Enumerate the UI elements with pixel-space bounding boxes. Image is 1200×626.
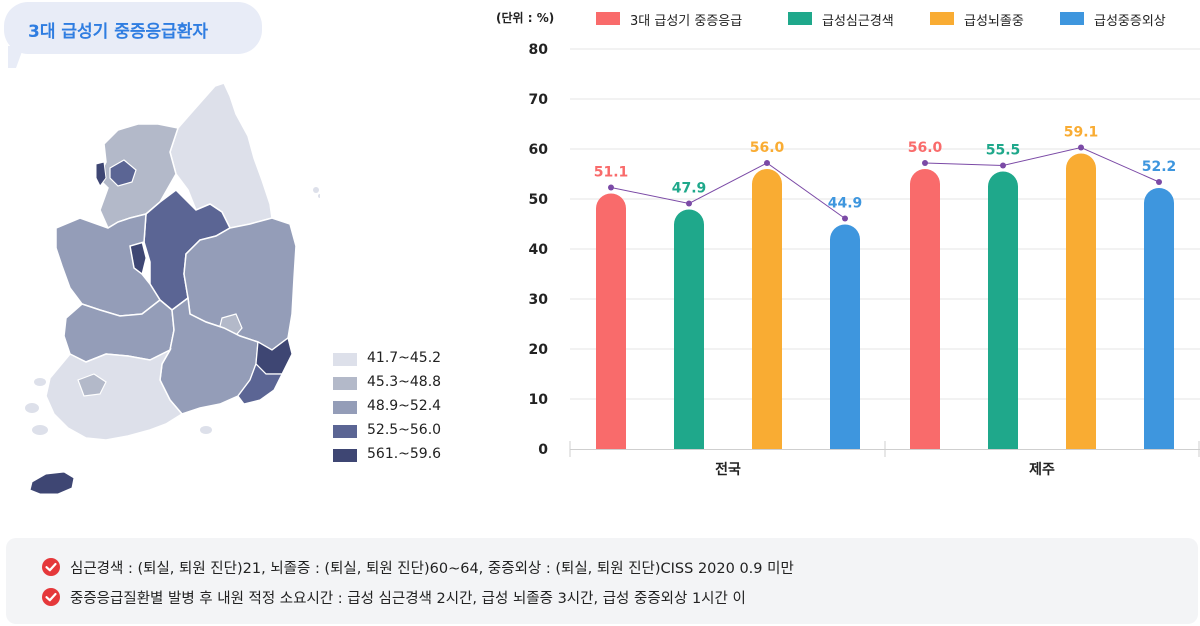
map-legend-swatch: [333, 449, 357, 462]
korea-map: [10, 78, 322, 508]
map-legend-swatch: [333, 425, 357, 438]
map-legend-label: 48.9~52.4: [367, 398, 442, 414]
check-icon: [42, 558, 60, 576]
connector-point: [764, 160, 770, 166]
bar: [988, 171, 1018, 450]
bar: [1144, 188, 1174, 449]
connector-point: [922, 160, 928, 166]
bar: [1066, 153, 1096, 449]
map-region-incheon: [95, 161, 107, 187]
chart-legend-swatch: [596, 12, 620, 25]
connector-point: [1000, 162, 1006, 169]
map-region-seoul: [109, 159, 137, 187]
map-legend-item: 561.~59.6: [333, 446, 473, 467]
connector-point: [686, 200, 692, 207]
connector-point: [842, 215, 848, 222]
bar: [752, 169, 782, 449]
map-island: [34, 378, 46, 386]
connector-point: [1156, 179, 1162, 185]
y-tick-label: 80: [529, 42, 549, 58]
x-tick-label: 제주: [1029, 462, 1055, 478]
note-text: 심근경색 : (퇴실, 퇴원 진단)21, 뇌졸증 : (퇴실, 퇴원 진단)6…: [70, 561, 794, 577]
bar: [830, 224, 860, 449]
map-region-jeju: [29, 471, 75, 495]
value-label: 59.1: [1064, 125, 1099, 141]
y-tick-label: 0: [538, 442, 548, 458]
map-legend-item: 48.9~52.4: [333, 398, 473, 419]
chart-legend-label: 급성중증외상: [1094, 14, 1166, 29]
value-label: 56.0: [750, 140, 785, 156]
chart-legend: 3대 급성기 중증응급 급성심근경색 급성뇌졸중 급성중증외상: [596, 9, 1190, 31]
map-legend: 41.7~45.2 45.3~48.8 48.9~52.4 52.5~56.0 …: [333, 350, 473, 470]
y-tick-label: 70: [529, 92, 549, 108]
y-tick-label: 20: [529, 342, 549, 358]
chart-legend-item: 3대 급성기 중증응급: [596, 9, 788, 29]
bar: [674, 209, 704, 449]
chart-legend-item: 급성뇌졸중: [930, 9, 1060, 29]
title-bubble: 3대 급성기 중증응급환자: [4, 2, 262, 68]
chart-legend-swatch: [788, 12, 812, 25]
chart-legend-swatch: [930, 12, 954, 25]
value-label: 47.9: [672, 181, 707, 197]
bar: [596, 193, 626, 449]
map-legend-label: 561.~59.6: [367, 446, 442, 462]
map-island: [313, 187, 319, 193]
map-legend-item: 45.3~48.8: [333, 374, 473, 395]
map-region-busan: [237, 362, 283, 405]
note-text: 중증응급질환별 발병 후 내원 적정 소요시간 : 급성 심근경색 2시간, 급…: [70, 591, 746, 607]
y-tick-label: 30: [529, 292, 549, 308]
map-region-jeonnam: [45, 348, 184, 441]
chart-legend-swatch: [1060, 12, 1084, 25]
page-title: 3대 급성기 중증응급환자: [28, 22, 209, 42]
y-tick-label: 40: [529, 242, 549, 258]
korea-map-svg: [25, 82, 322, 495]
chart-legend-item: 급성중증외상: [1060, 9, 1190, 29]
y-tick-label: 60: [529, 142, 549, 158]
map-legend-item: 41.7~45.2: [333, 350, 473, 371]
y-tick-label: 50: [529, 192, 549, 208]
value-label: 52.2: [1142, 159, 1177, 175]
check-icon: [42, 588, 60, 606]
map-island: [25, 403, 39, 413]
chart-legend-label: 급성심근경색: [822, 14, 894, 29]
value-label: 55.5: [986, 143, 1021, 159]
chart-legend-label: 3대 급성기 중증응급: [630, 14, 743, 29]
bar: [910, 169, 940, 449]
unit-label: (단위 : %): [496, 10, 554, 25]
map-legend-swatch: [333, 401, 357, 414]
map-legend-swatch: [333, 353, 357, 366]
value-label: 56.0: [908, 140, 943, 156]
map-island: [318, 194, 322, 198]
map-legend-label: 52.5~56.0: [367, 422, 442, 438]
connector-line: [924, 146, 1160, 183]
map-legend-label: 41.7~45.2: [367, 350, 442, 366]
map-region-gwangju: [77, 373, 107, 397]
value-label: 44.9: [828, 196, 863, 212]
bar-chart: (단위 : %) 0 10 20 30 40 50 60 70 80 51.1 47.9 56.0 44.…: [496, 10, 1200, 478]
chart-legend-item: 급성심근경색: [788, 9, 930, 29]
value-label: 51.1: [594, 165, 629, 181]
map-legend-swatch: [333, 377, 357, 390]
x-tick-label: 전국: [715, 461, 741, 478]
connector-point: [608, 184, 614, 191]
map-island: [200, 426, 212, 434]
map-island: [32, 425, 48, 435]
y-tick-label: 10: [529, 392, 549, 408]
bubble-tail: [8, 46, 24, 68]
map-legend-label: 45.3~48.8: [367, 374, 442, 390]
notes-box: 심근경색 : (퇴실, 퇴원 진단)21, 뇌졸증 : (퇴실, 퇴원 진단)6…: [6, 538, 1198, 624]
map-region-gangwon: [169, 82, 273, 229]
chart-legend-label: 급성뇌졸중: [964, 14, 1024, 29]
connector-line: [610, 162, 846, 219]
map-region-chungnam: [55, 213, 161, 317]
connector-point: [1078, 144, 1084, 151]
map-legend-item: 52.5~56.0: [333, 422, 473, 443]
